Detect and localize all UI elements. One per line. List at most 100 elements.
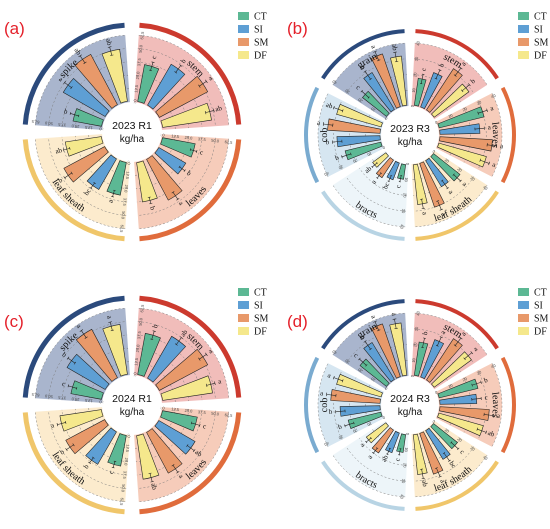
panel-2-leaves-significance-letter: a [487,123,492,131]
panel-4-grain-gridline [332,312,406,356]
panel-3-stem-error-cap [214,381,216,385]
panel-1-spike-error-cap [69,112,72,115]
panel-2-leaf-sheath-gridline [414,184,488,228]
panel-2-bracts-gridline [372,159,408,180]
panel-3-leaf-sheath-error-bar [57,422,66,425]
panel-4-stem-error-bar [464,352,472,360]
panel-2-leaves-tick-label: 20 [462,106,469,113]
panel-3-leaves-tick-label: 0.0 [159,405,166,411]
panel-1-leaves-gridline [137,137,216,216]
panel-2-bracts-significance-letter: a [370,178,379,186]
panel-3-legend-swatch-sm [238,314,249,322]
panel-4-leaves-significance-letter: ab [487,429,496,439]
panel-1-spike-tick-label: 12.5 [84,125,93,131]
panel-4-cob-error-cap [344,424,346,428]
panel-3-leaves-error-bar [187,445,195,451]
panel-1-stem-error-bar [205,110,214,113]
panel-2-bracts-tick-label: 20 [402,193,407,199]
panel-1-legend-label-ct: CT [254,12,267,23]
panel-1-spike-tick-label: 37.5 [57,122,66,128]
panel-1-leaves-bar-df [136,160,158,203]
panel-4-cob-bar-ct [347,411,383,429]
panel-2-cob-background [318,93,385,177]
panel-3-stem-tick-label: 37.5 [136,330,142,339]
panel-4-leaves-error-bar [477,428,487,433]
panel-2-stem-significance-letter: b [469,77,477,86]
panel-4-cob-error-bar [335,410,346,413]
panel-2-bracts-bar-ct [397,163,407,180]
panel-3-leaf-sheath-tick-label: 25.0 [123,457,129,466]
panel-1-spike-significance-letter: ab [72,46,83,56]
panel-2-stem-tick-label: 40 [415,40,420,46]
panel-2-stem-error-bar [435,69,441,79]
panel-1-spike-error-cap [78,114,80,118]
panel-1-spike-gridline [34,34,126,126]
panel-3-panel-label: (c) [4,312,24,331]
panel-3-leaf-sheath-gridline [34,411,126,503]
panel-4-leaves-error-cap [471,383,473,387]
panel-4-legend-swatch-si [518,301,529,309]
panel-2-bracts-error-bar [376,172,382,179]
panel-4-cob-ring [304,356,320,454]
panel-2-grain-tick-label: 40 [331,79,338,86]
panel-1-leaf-sheath-error-cap [93,181,96,185]
panel-4-leaf-sheath-tick-label: 0 [432,419,437,425]
panel-4-legend-label-sm: SM [534,314,549,325]
panel-3-leaf-sheath-error-cap [113,460,117,463]
panel-2-bracts-error-cap [390,174,393,177]
panel-4-stem-tick-label: 0 [410,374,415,377]
panel-1-leaves-error-cap [171,191,175,194]
panel-1-legend: CT SI SM DF [238,12,269,62]
panel-2-leaf-sheath-error-bar [453,174,461,182]
panel-4-stem-tick-label: 20 [412,341,417,347]
panel-3-stem-error-cap [150,338,154,341]
panel-3-leaf-sheath-tick-label: 37.5 [122,471,128,480]
panel-4-stem-error-bar [454,337,462,346]
panel-4-grain-bar-sm [371,323,401,379]
panel-2-stem-error-bar [461,84,470,92]
panel-1-spike-error-cap [70,86,73,90]
panel-2-stem-gridline [414,42,488,86]
panel-3-stem-error-cap [198,357,201,361]
panel-4-grain-bar-ct [359,358,390,387]
panel-3-leaves-error-cap [186,444,189,447]
panel-1-leaves-gridline [138,138,230,230]
panel-3-stem-bar-ct [137,332,161,377]
panel-3-stem-significance-letter: ab [179,328,190,338]
panel-3-leaves-bar-si [154,420,196,455]
panel-4-bracts-error-bar [398,448,401,455]
panel-2-leaf-sheath-background [411,150,488,227]
panel-3-stem-tick-label: 12.5 [133,357,139,366]
panel-3-leaf-sheath-bar-si [85,427,117,465]
panel-4-grain-gridline [372,360,408,381]
panel-3-spike-significance-letter: a [105,315,114,321]
panel-4-leaves-significance-letter: b [483,376,489,385]
panel-3-spike-error-cap [73,361,77,365]
panel-2-leaf-sheath-tick-label: 30 [469,175,476,182]
panel-1-leaves-error-cap [178,165,181,169]
panel-2-grain-significance-letter: ab [390,43,399,51]
panel-4-cob-tick-label: 30 [337,434,344,441]
panel-1-spike-error-cap [107,46,112,48]
panel-2-leaves-error-bar [478,110,488,114]
panel-3-leaves-error-cap [150,480,154,483]
panel-1-spike-error-bar [64,82,72,88]
panel-4-stem-gridline [414,312,488,356]
panel-4-bracts-significance-letter: a [366,453,375,461]
panel-2-center-title: 2023 R3 [390,123,430,135]
panel-3-leaves-significance-letter: c [202,422,207,431]
panel-4-cob-gridline [317,363,329,447]
panel-4-stem-error-cap [470,351,474,355]
panel-2-bracts-tick-label: 10 [404,177,409,183]
panel-3-stem-significance-letter: a [207,347,215,356]
panel-4-bracts-gridline [372,429,408,450]
panel-3-leaf-sheath-background [35,407,130,502]
panel-3-leaf-sheath-error-cap [65,420,67,424]
panel-2-leaves-bar-df [437,142,487,168]
panel-4-leaf-sheath-error-cap [434,467,438,469]
panel-2-leaf-sheath-bar-si [425,157,449,188]
panel-3-stem-bar-sm [155,348,209,391]
panel-1-leaf-sheath-gridline [34,138,126,230]
